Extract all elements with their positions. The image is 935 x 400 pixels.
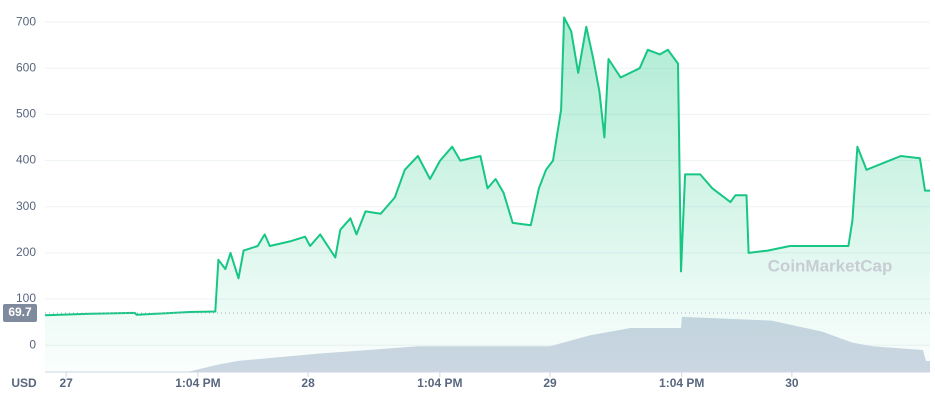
y-tick-label: 0 bbox=[29, 337, 36, 351]
y-tick-label: 200 bbox=[16, 245, 36, 259]
watermark: CoinMarketCap bbox=[768, 256, 893, 275]
currency-label: USD bbox=[11, 376, 37, 390]
labels: 0 100 200 300 400 500 600 700 27 1:04 PM 28 1:04 PM… bbox=[3, 14, 799, 390]
x-tick-label: 1:04 PM bbox=[175, 376, 220, 390]
x-tick-label: 1:04 PM bbox=[417, 376, 462, 390]
x-tick-label: 27 bbox=[59, 376, 73, 390]
y-tick-label: 500 bbox=[16, 107, 36, 121]
x-tick-label: 28 bbox=[301, 376, 315, 390]
y-tick-label: 400 bbox=[16, 153, 36, 167]
x-tick-label: 29 bbox=[543, 376, 557, 390]
y-tick-label: 300 bbox=[16, 199, 36, 213]
x-tick-label: 30 bbox=[785, 376, 799, 390]
price-area bbox=[45, 17, 930, 372]
y-tick-label: 700 bbox=[16, 14, 36, 28]
x-tick-label: 1:04 PM bbox=[659, 376, 704, 390]
price-line bbox=[44, 16, 930, 317]
baseline-box bbox=[3, 304, 37, 323]
baseline-label: 69.7 bbox=[8, 305, 32, 319]
price-layer bbox=[44, 16, 930, 372]
y-tick-label: 600 bbox=[16, 60, 36, 74]
y-tick-label: 100 bbox=[16, 291, 36, 305]
